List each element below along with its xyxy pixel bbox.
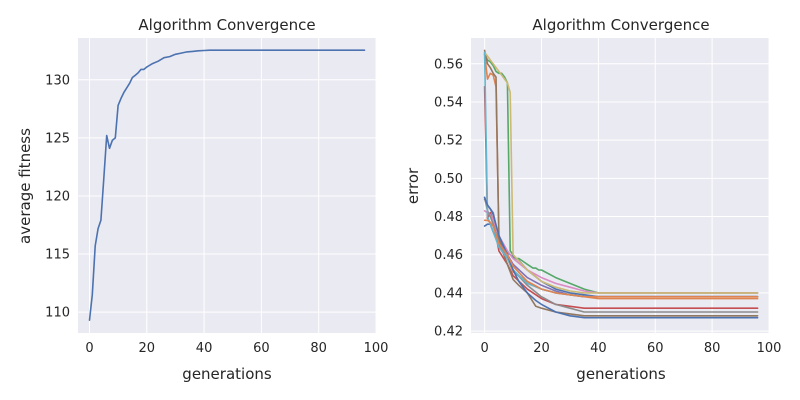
chart-right: 0 20 40 60 80 100 0.42 0.44 0.46 0.48 0.50 0.52 0.5… [404, 16, 781, 383]
x-tick-labels-right: 0 20 40 60 80 100 [481, 341, 782, 356]
chart-title-left: Algorithm Convergence [138, 16, 315, 34]
chart-left: 0 20 40 60 80 100 110 115 120 125 130 Algorithm C… [16, 16, 388, 383]
x-tick-label-right: 20 [533, 341, 550, 356]
x-tick-label-right: 0 [481, 341, 489, 356]
x-axis-label-right: generations [576, 365, 666, 383]
y-tick-label-right: 0.46 [434, 248, 463, 263]
y-tick-label-left: 110 [45, 306, 70, 321]
series-line-right-12 [483, 219, 759, 298]
series-right [483, 49, 759, 319]
grid-left [78, 38, 377, 333]
y-axis-label-left: average fitness [16, 128, 34, 244]
x-tick-label-left: 80 [310, 341, 327, 356]
x-tick-label-right: 80 [704, 341, 721, 356]
series-line-right-9 [483, 51, 759, 294]
series-line-right-6 [483, 49, 759, 317]
plot-area-right [471, 38, 769, 333]
x-tick-label-right: 40 [590, 341, 607, 356]
y-tick-label-left: 115 [45, 248, 70, 263]
series-line-right-3 [483, 53, 759, 294]
y-tick-label-right: 0.50 [434, 172, 463, 187]
plot-area-left [78, 38, 376, 333]
series-line-right-11 [483, 196, 759, 319]
x-tick-label-right: 60 [647, 341, 664, 356]
y-axis-label-right: error [404, 167, 422, 204]
series-left [88, 49, 366, 322]
x-tick-labels-left: 0 20 40 60 80 100 [85, 341, 388, 356]
y-tick-label-left: 125 [45, 131, 70, 146]
series-line-left-1 [88, 49, 366, 322]
x-tick-label-right: 100 [757, 341, 782, 356]
x-tick-label-left: 60 [253, 341, 270, 356]
x-tick-label-left: 0 [85, 341, 93, 356]
y-tick-labels-right: 0.42 0.44 0.46 0.48 0.50 0.52 0.54 0.56 [434, 57, 463, 339]
y-tick-label-right: 0.52 [434, 134, 463, 149]
y-tick-label-left: 130 [45, 73, 70, 88]
x-tick-label-left: 20 [138, 341, 155, 356]
y-tick-label-right: 0.44 [434, 286, 463, 301]
series-line-right-7 [483, 210, 759, 294]
y-tick-label-right: 0.48 [434, 210, 463, 225]
y-tick-label-right: 0.56 [434, 57, 463, 72]
x-tick-label-left: 100 [364, 341, 389, 356]
y-tick-labels-left: 110 115 120 125 130 [45, 73, 70, 320]
chart-title-right: Algorithm Convergence [532, 16, 709, 34]
y-tick-label-right: 0.42 [434, 325, 463, 340]
y-tick-label-right: 0.54 [434, 95, 463, 110]
x-tick-label-left: 40 [196, 341, 213, 356]
x-axis-label-left: generations [182, 365, 272, 383]
y-tick-label-left: 120 [45, 189, 70, 204]
